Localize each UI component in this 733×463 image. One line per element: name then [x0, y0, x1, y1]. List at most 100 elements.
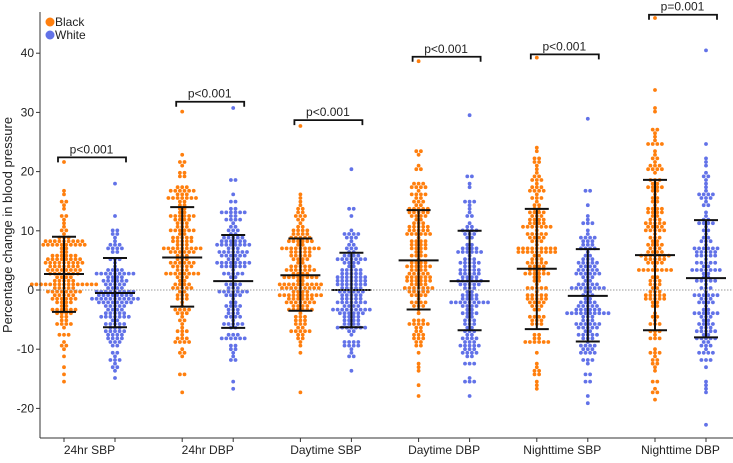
data-point-white	[115, 275, 120, 280]
data-point-white	[699, 329, 704, 334]
data-point-black	[191, 250, 196, 254]
data-point-black	[293, 300, 298, 305]
data-point-white	[460, 311, 465, 316]
data-point-black	[525, 232, 530, 236]
data-point-white	[106, 275, 110, 280]
data-point-black	[303, 318, 307, 323]
data-point-black	[416, 365, 421, 370]
data-point-black	[178, 271, 182, 276]
data-point-black	[534, 145, 539, 150]
data-point-black	[419, 264, 423, 269]
data-point-white	[229, 336, 233, 341]
data-point-white	[467, 199, 472, 204]
data-point-white	[101, 278, 106, 283]
data-point-white	[585, 203, 590, 208]
data-point-white	[463, 300, 467, 305]
data-point-white	[335, 325, 340, 330]
data-point-white	[120, 278, 124, 283]
data-point-white	[215, 242, 220, 247]
data-point-white	[340, 282, 345, 287]
data-point-white	[240, 235, 245, 240]
data-point-black	[409, 278, 414, 283]
data-point-white	[347, 354, 351, 359]
data-point-black	[544, 293, 548, 298]
data-point-white	[708, 250, 713, 254]
data-point-white	[226, 257, 231, 262]
data-point-white	[579, 311, 583, 316]
data-point-white	[103, 329, 108, 334]
data-point-white	[470, 250, 474, 254]
data-point-white	[474, 304, 479, 308]
data-point-white	[110, 286, 115, 290]
data-point-white	[711, 246, 715, 251]
data-point-black	[180, 329, 185, 334]
significance-bracket	[57, 156, 127, 163]
data-point-white	[467, 221, 472, 226]
data-point-black	[532, 332, 537, 337]
data-point-white	[349, 368, 354, 373]
data-point-black	[66, 260, 71, 265]
data-point-white	[233, 264, 238, 269]
data-point-white	[701, 311, 706, 316]
data-point-white	[351, 318, 356, 323]
data-point-black	[305, 257, 310, 262]
data-point-black	[171, 246, 175, 251]
data-point-black	[423, 293, 428, 298]
data-point-black	[412, 224, 416, 229]
data-point-white	[229, 304, 233, 308]
data-point-black	[184, 235, 189, 240]
data-point-white	[117, 311, 122, 316]
data-point-black	[646, 242, 650, 247]
data-point-black	[173, 307, 178, 312]
data-point-black	[187, 228, 192, 233]
data-point-black	[175, 192, 180, 197]
data-point-white	[115, 278, 120, 283]
data-point-black	[650, 199, 655, 204]
data-point-white	[233, 343, 238, 348]
data-point-white	[113, 354, 117, 359]
data-point-white	[106, 336, 110, 341]
data-point-black	[539, 250, 544, 254]
data-point-black	[69, 307, 73, 312]
data-point-black	[34, 282, 39, 287]
data-point-black	[180, 314, 185, 319]
data-point-black	[539, 239, 544, 244]
data-point-white	[115, 286, 120, 290]
data-point-white	[706, 264, 711, 269]
data-point-white	[335, 257, 340, 262]
data-point-black	[541, 217, 546, 222]
data-point-black	[59, 318, 64, 323]
data-point-black	[653, 365, 657, 370]
data-point-white	[465, 296, 470, 301]
data-point-white	[219, 210, 224, 215]
data-point-black	[655, 127, 660, 132]
data-point-white	[224, 253, 229, 258]
data-point-white	[588, 350, 592, 355]
data-point-black	[178, 210, 182, 215]
data-point-white	[247, 260, 252, 265]
data-point-black	[178, 174, 182, 179]
data-point-black	[291, 239, 296, 244]
data-point-black	[173, 260, 178, 265]
data-point-white	[340, 275, 345, 280]
data-point-black	[541, 264, 546, 269]
data-point-white	[351, 311, 356, 316]
data-point-white	[351, 343, 356, 348]
data-point-black	[537, 160, 541, 164]
data-point-white	[465, 336, 470, 341]
data-point-white	[340, 286, 345, 290]
data-point-black	[653, 149, 657, 154]
data-point-black	[525, 286, 530, 290]
data-point-black	[62, 224, 66, 229]
data-point-black	[64, 307, 69, 312]
data-point-black	[175, 235, 180, 240]
data-point-black	[296, 304, 300, 308]
data-point-black	[421, 271, 426, 276]
data-point-black	[66, 332, 71, 337]
data-point-white	[706, 235, 711, 240]
data-point-black	[296, 336, 300, 341]
data-point-black	[414, 167, 419, 172]
data-point-white	[581, 282, 586, 287]
data-point-black	[409, 232, 414, 236]
data-point-black	[650, 268, 655, 272]
